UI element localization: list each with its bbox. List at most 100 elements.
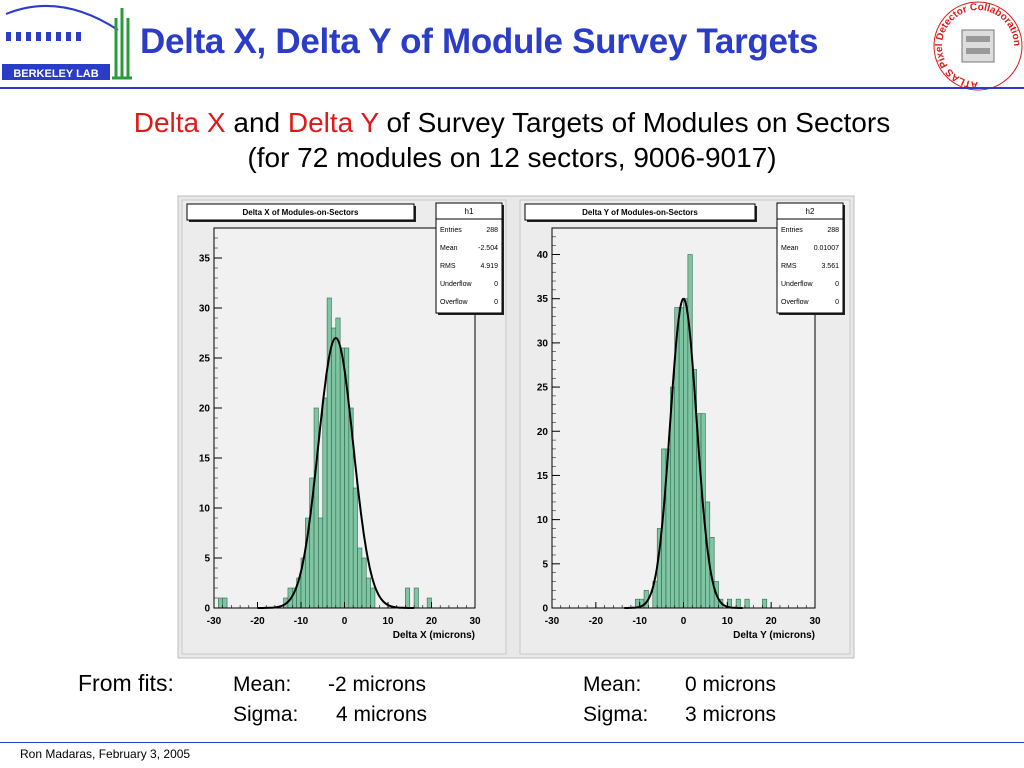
stats-label: Entries bbox=[781, 227, 803, 234]
stats-value: 3.561 bbox=[821, 263, 839, 270]
fit-left-mean: Mean: -2 microns bbox=[233, 673, 426, 697]
stats-label: Entries bbox=[440, 227, 462, 234]
y-tick-label: 5 bbox=[542, 559, 548, 570]
logo-text: BERKELEY LAB bbox=[13, 68, 98, 80]
histogram-bar bbox=[352, 487, 358, 609]
histogram-bar bbox=[322, 397, 328, 609]
slide-title: Delta X, Delta Y of Module Survey Target… bbox=[140, 22, 819, 61]
y-tick-label: 25 bbox=[199, 354, 211, 365]
histogram-bar bbox=[335, 317, 341, 609]
histogram-bar bbox=[218, 597, 224, 609]
header-divider bbox=[0, 87, 1024, 89]
y-tick-label: 10 bbox=[537, 515, 549, 526]
x-tick-label: -20 bbox=[589, 616, 604, 627]
title-box bbox=[524, 203, 756, 221]
stats-label: Overflow bbox=[440, 299, 469, 306]
y-tick-label: 15 bbox=[537, 471, 549, 482]
y-tick-label: 35 bbox=[537, 294, 549, 305]
stats-label: Underflow bbox=[440, 281, 472, 288]
histogram-bar bbox=[683, 298, 689, 609]
subtitle-line-1: Delta X and Delta Y of Survey Targets of… bbox=[0, 105, 1024, 140]
stats-value: 288 bbox=[486, 227, 498, 234]
footer-text: Ron Madaras, February 3, 2005 bbox=[20, 747, 191, 761]
y-tick-label: 25 bbox=[537, 383, 549, 394]
stats-name: h2 bbox=[806, 207, 815, 216]
x-tick-label: 20 bbox=[766, 616, 778, 627]
x-tick-label: 0 bbox=[342, 616, 348, 627]
x-tick-label: -10 bbox=[294, 616, 309, 627]
histogram-title: Delta Y of Modules-on-Sectors bbox=[582, 208, 698, 217]
histogram-bar bbox=[313, 407, 319, 609]
stats-value: 0 bbox=[494, 299, 498, 306]
histogram-bar bbox=[762, 598, 768, 609]
stats-box bbox=[776, 202, 844, 314]
stats-value: -2.504 bbox=[478, 245, 498, 252]
x-tick-label: 0 bbox=[681, 616, 687, 627]
berkeley-lab-logo: BERKELEY LAB bbox=[2, 5, 132, 80]
x-tick-label: 20 bbox=[426, 616, 438, 627]
delta-y-histogram: -30 -20 -10 0 10 20 30 0 5 10 15 20 25 30 35 40 Delta Y … bbox=[519, 199, 851, 655]
x-tick-label: 30 bbox=[469, 616, 481, 627]
histogram-bar bbox=[326, 297, 332, 609]
fit-right-mean-value: 0 microns bbox=[685, 673, 777, 696]
stats-label: Overflow bbox=[781, 299, 810, 306]
y-tick-label: 30 bbox=[199, 304, 211, 315]
fit-right-sigma-label: Sigma: bbox=[583, 703, 649, 726]
stats-label: Underflow bbox=[781, 281, 813, 288]
histogram-bar bbox=[405, 587, 411, 609]
histogram-bar bbox=[361, 557, 367, 609]
stats-value: 0 bbox=[494, 281, 498, 288]
y-tick-label: 20 bbox=[537, 427, 549, 438]
fit-right-mean-label: Mean: bbox=[583, 673, 642, 696]
y-tick-label: 30 bbox=[537, 338, 549, 349]
gaussian-fit-curve bbox=[624, 297, 743, 609]
x-tick-label: -10 bbox=[632, 616, 647, 627]
fit-left-sigma-value: 4 microns bbox=[336, 703, 428, 726]
y-tick-label: 0 bbox=[204, 604, 210, 615]
fit-left-sigma-label: Sigma: bbox=[233, 703, 299, 726]
fit-right-sigma-value: 3 microns bbox=[685, 703, 777, 726]
subtitle-line-2: (for 72 modules on 12 sectors, 9006-9017… bbox=[247, 142, 777, 173]
stats-value: 4.919 bbox=[480, 263, 498, 270]
stats-box bbox=[435, 202, 503, 314]
stats-value: 288 bbox=[827, 227, 839, 234]
histogram-bar bbox=[365, 577, 371, 609]
histogram-bar bbox=[744, 598, 750, 609]
y-tick-label: 15 bbox=[199, 454, 211, 465]
stats-value: 0.01007 bbox=[814, 245, 839, 252]
x-tick-label: 10 bbox=[722, 616, 734, 627]
histogram-bar bbox=[413, 587, 419, 609]
footer-divider bbox=[0, 742, 1024, 743]
x-tick-label: -30 bbox=[207, 616, 222, 627]
x-tick-label: -20 bbox=[250, 616, 265, 627]
y-tick-label: 10 bbox=[199, 504, 211, 515]
title-box bbox=[186, 203, 415, 221]
stats-label: Mean bbox=[440, 245, 458, 252]
histogram-bar bbox=[357, 547, 363, 609]
y-tick-label: 35 bbox=[199, 254, 211, 265]
stats-value: 0 bbox=[835, 299, 839, 306]
fit-right-mean: Mean: 0 microns bbox=[583, 673, 776, 697]
fits-label: From fits: bbox=[78, 670, 174, 696]
x-axis-label: Delta X (microns) bbox=[393, 630, 475, 641]
subtitle-and: and bbox=[225, 107, 288, 138]
histogram-title: Delta X of Modules-on-Sectors bbox=[242, 208, 359, 217]
subtitle: Delta X and Delta Y of Survey Targets of… bbox=[0, 105, 1024, 175]
delta-x-histogram: -30 -20 -10 0 10 20 30 0 5 10 15 20 25 30 35 Delta X (m… bbox=[181, 199, 507, 655]
stats-value: 0 bbox=[835, 281, 839, 288]
fit-right-sigma: Sigma: 3 microns bbox=[583, 703, 776, 727]
atlas-pixel-logo: ATLAS Pixel Detector Collaboration bbox=[933, 1, 1023, 91]
y-tick-label: 40 bbox=[537, 250, 549, 261]
x-tick-label: -30 bbox=[545, 616, 560, 627]
histogram-bar bbox=[426, 597, 432, 609]
x-tick-label: 10 bbox=[382, 616, 394, 627]
histogram-bar bbox=[318, 517, 324, 609]
y-tick-label: 5 bbox=[204, 554, 210, 565]
y-tick-label: 0 bbox=[542, 604, 548, 615]
histogram-bar bbox=[222, 597, 228, 609]
stats-name: h1 bbox=[465, 207, 474, 216]
subtitle-delta-y: Delta Y bbox=[287, 107, 379, 138]
x-tick-label: 30 bbox=[809, 616, 821, 627]
histogram-bar bbox=[678, 307, 684, 609]
